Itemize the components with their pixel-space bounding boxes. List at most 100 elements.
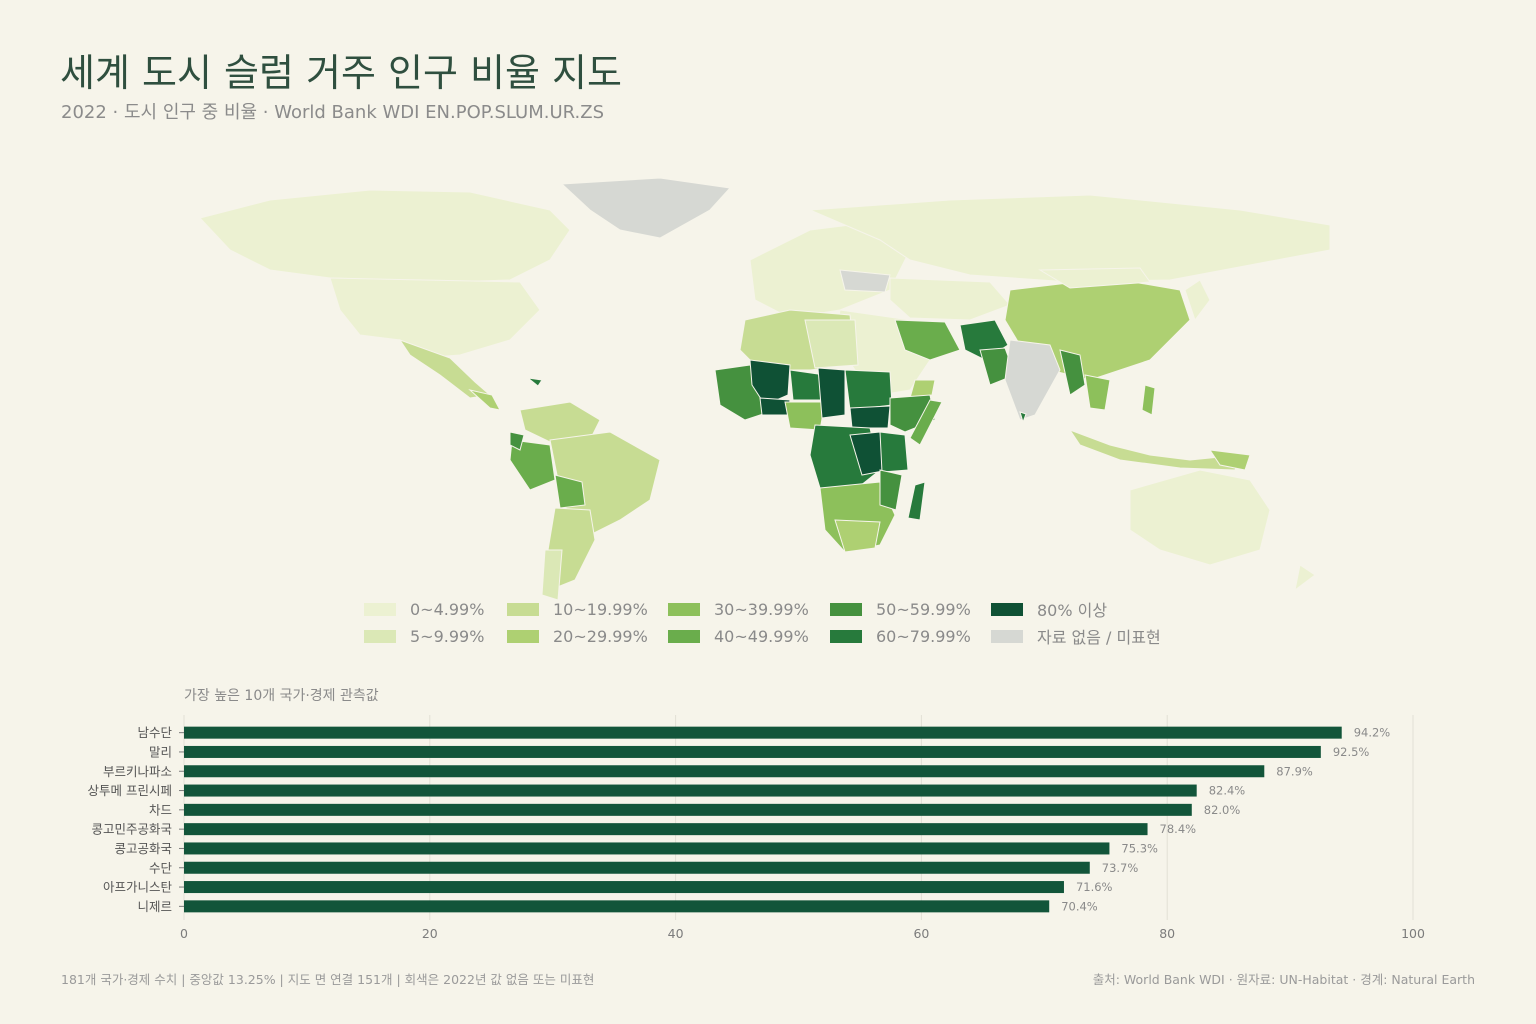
y-tick-label: 콩고민주공화국 xyxy=(91,822,172,837)
legend-item: 자료 없음 / 미표현 xyxy=(991,625,1161,647)
southeast-asia-region xyxy=(1084,374,1111,411)
x-tick-label: 20 xyxy=(422,926,438,941)
australia-region xyxy=(1129,469,1271,566)
data-label: 70.4% xyxy=(1061,899,1098,913)
legend-item: 40~49.99% xyxy=(668,625,809,647)
legend-item: 80% 이상 xyxy=(991,598,1107,620)
east-africa-region xyxy=(879,431,909,473)
caucasus-no-data-region xyxy=(839,269,891,293)
legend-item: 30~39.99% xyxy=(668,598,809,620)
data-label: 87.9% xyxy=(1276,764,1313,778)
footer-note: 181개 국가·경제 수치 | 중앙값 13.25% | 지도 면 연결 151… xyxy=(61,972,595,987)
sri-lanka-region xyxy=(1019,411,1027,424)
bar xyxy=(184,842,1110,855)
legend-label: 30~39.99% xyxy=(714,599,809,619)
y-tick-label: 니제르 xyxy=(137,899,172,914)
iran-region xyxy=(894,319,961,361)
somalia-region xyxy=(909,399,943,446)
x-tick-label: 60 xyxy=(913,926,929,941)
greenland-region xyxy=(560,177,732,239)
x-tick-label: 40 xyxy=(668,926,684,941)
mozambique-region xyxy=(879,469,903,511)
y-tick-label: 부르키나파소 xyxy=(103,764,172,779)
bar xyxy=(184,745,1321,758)
legend-swatch xyxy=(668,602,700,616)
png-region xyxy=(1208,449,1251,471)
bar xyxy=(184,803,1192,816)
x-tick-label: 80 xyxy=(1159,926,1175,941)
legend-label: 20~29.99% xyxy=(553,626,648,646)
bar xyxy=(184,726,1342,739)
central-america-region xyxy=(468,389,501,411)
egypt-libya-region xyxy=(804,319,859,369)
bar xyxy=(184,900,1050,913)
y-tick-label: 말리 xyxy=(149,744,172,759)
footer-source: 출처: World Bank WDI · 원자료: UN-Habitat · 경… xyxy=(1092,972,1475,987)
data-label: 82.0% xyxy=(1204,803,1241,817)
data-label: 78.4% xyxy=(1160,822,1197,836)
data-label: 94.2% xyxy=(1354,726,1391,740)
legend-swatch xyxy=(991,602,1023,616)
legend-label: 10~19.99% xyxy=(553,599,648,619)
legend-item: 5~9.99% xyxy=(364,625,484,647)
south-africa-region xyxy=(834,519,881,553)
myanmar-region xyxy=(1059,349,1086,396)
south-sudan-region xyxy=(849,405,891,429)
legend-item: 60~79.99% xyxy=(830,625,971,647)
legend-item: 50~59.99% xyxy=(830,598,971,620)
yemen-region xyxy=(909,379,936,399)
caribbean-region xyxy=(526,377,543,387)
bolivia-region xyxy=(554,474,586,509)
new-zealand-region xyxy=(1294,564,1316,592)
legend-label: 자료 없음 / 미표현 xyxy=(1037,628,1161,647)
y-tick-label: 차드 xyxy=(149,802,172,817)
data-label: 92.5% xyxy=(1333,745,1370,759)
x-tick-label: 100 xyxy=(1401,926,1425,941)
legend-label: 40~49.99% xyxy=(714,626,809,646)
north-america-north-region xyxy=(199,189,571,283)
legend-label: 50~59.99% xyxy=(876,599,971,619)
legend-label: 0~4.99% xyxy=(410,599,485,619)
bar xyxy=(184,765,1265,778)
data-label: 73.7% xyxy=(1102,861,1139,875)
legend-item: 10~19.99% xyxy=(507,598,648,620)
legend-swatch xyxy=(991,629,1023,643)
legend-label: 60~79.99% xyxy=(876,626,971,646)
india-region xyxy=(1004,339,1061,421)
japan-region xyxy=(1184,279,1211,322)
data-label: 75.3% xyxy=(1121,841,1158,855)
data-label: 71.6% xyxy=(1076,880,1113,894)
y-tick-label: 콩고공화국 xyxy=(114,841,172,856)
world-choropleth-map xyxy=(199,177,1331,600)
legend-item: 20~29.99% xyxy=(507,625,648,647)
bar xyxy=(184,784,1197,797)
russia-region xyxy=(809,194,1331,283)
madagascar-region xyxy=(907,481,926,521)
central-asia-region xyxy=(889,277,1011,321)
ecuador-region xyxy=(509,431,525,451)
y-tick-label: 남수단 xyxy=(137,725,172,740)
bar xyxy=(184,881,1064,894)
legend-label: 80% 이상 xyxy=(1037,601,1108,620)
x-tick-label: 0 xyxy=(180,926,188,941)
legend-swatch xyxy=(364,629,396,643)
y-tick-label: 상투메 프린시페 xyxy=(88,783,172,798)
legend-swatch xyxy=(507,602,539,616)
legend-swatch xyxy=(830,602,862,616)
map-legend: 0~4.99% 5~9.99% 10~19.99% 20~29.99% 30~39.99… xyxy=(364,598,1184,654)
bar-chart-title: 가장 높은 10개 국가·경제 관측값 xyxy=(184,688,379,704)
y-tick-label: 수단 xyxy=(149,860,173,875)
bar xyxy=(184,861,1090,874)
peru-region xyxy=(509,439,556,491)
mongolia-region xyxy=(1038,267,1151,289)
argentina-south-region xyxy=(541,549,563,600)
legend-swatch xyxy=(364,602,396,616)
data-label: 82.4% xyxy=(1209,784,1246,798)
legend-label: 5~9.99% xyxy=(410,626,485,646)
legend-item: 0~4.99% xyxy=(364,598,484,620)
legend-swatch xyxy=(830,629,862,643)
chad-region xyxy=(817,367,846,419)
page-subtitle: 2022 · 도시 인구 중 비율 · World Bank WDI EN.PO… xyxy=(61,102,605,123)
y-tick-label: 아프가니스탄 xyxy=(103,880,173,895)
